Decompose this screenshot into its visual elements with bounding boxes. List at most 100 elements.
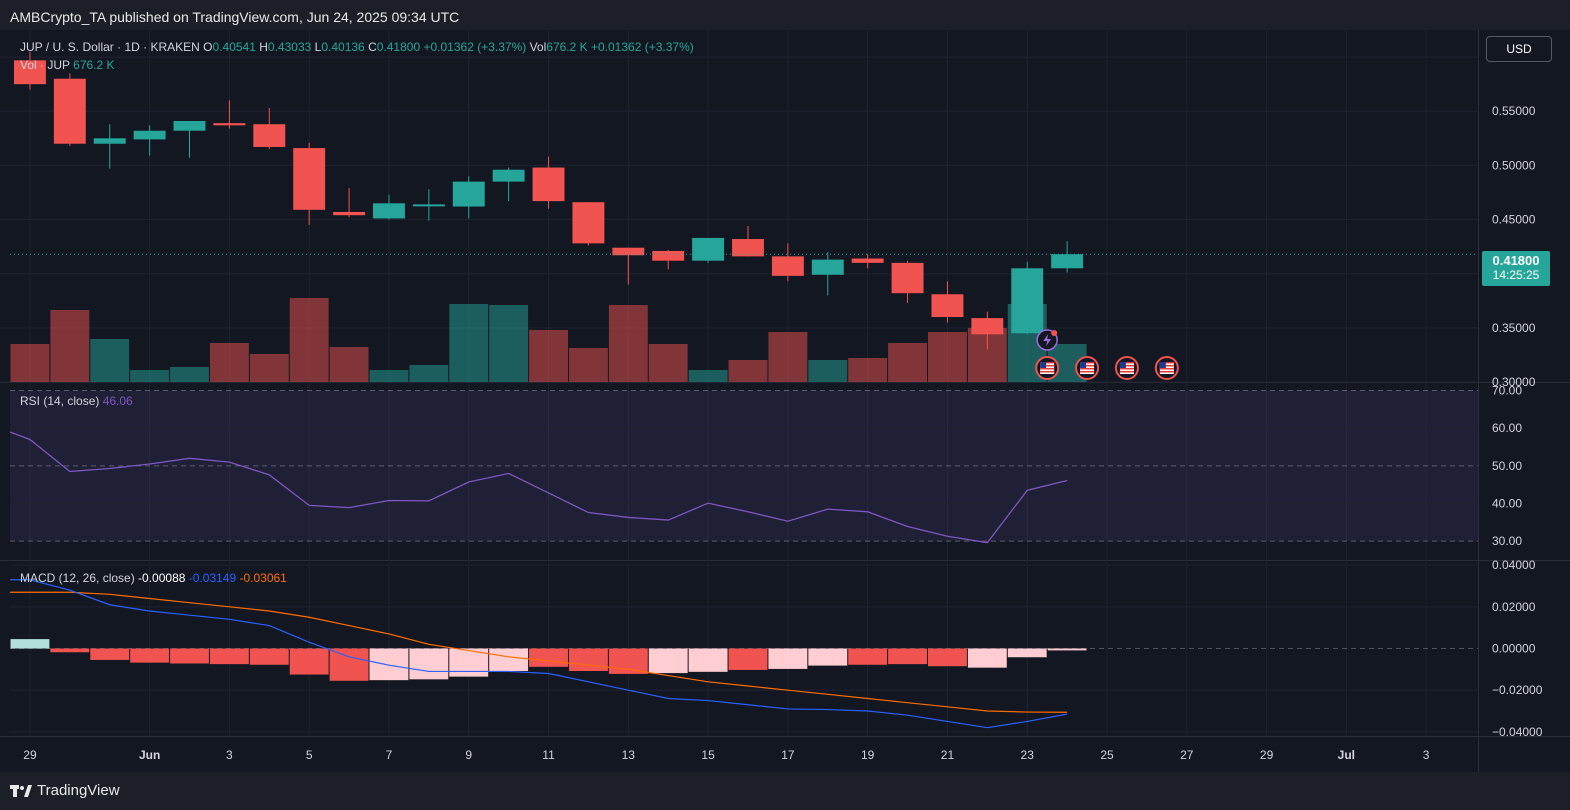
us-flag-event-icon (1114, 356, 1139, 380)
candle (333, 188, 366, 218)
rsi-line (9, 431, 1068, 544)
time-axis-label: 3 (226, 748, 233, 762)
us-flag-event-icon-stripe (1159, 362, 1174, 364)
macd-label[interactable]: MACD (12, 26, close) (20, 571, 135, 585)
candle (692, 237, 725, 263)
volume-bar (50, 310, 90, 382)
rsi-axis-label: 30.00 (1492, 534, 1522, 548)
time-axis-label: 15 (701, 748, 715, 762)
vol-change-value: +0.01362 (+3.37%) (590, 40, 694, 54)
candle (53, 73, 86, 146)
rsi-axis-label: 40.00 (1492, 497, 1522, 511)
macd-histogram-bar (967, 648, 1007, 668)
last-price: 0.41800 (1492, 253, 1540, 268)
macd-histogram-bar (928, 648, 967, 667)
candle (811, 252, 844, 296)
volume-bar (768, 332, 808, 382)
candle-body (1051, 254, 1084, 269)
time-axis-label: 17 (781, 748, 795, 762)
candle-body (851, 258, 884, 263)
lightning-event-icon-bolt (1043, 334, 1052, 346)
rsi-label[interactable]: RSI (14, close) (20, 394, 100, 408)
time-axis-label: 7 (386, 748, 393, 762)
candle (13, 51, 46, 90)
top-bar: AMBCrypto_TA published on TradingView.co… (0, 0, 1570, 30)
volume-bar (888, 343, 927, 382)
macd-histogram-bar (10, 639, 50, 649)
currency-button[interactable]: USD (1486, 36, 1552, 62)
close-label: C (368, 40, 377, 54)
macd-histogram-bar (50, 648, 90, 653)
candle-body (452, 181, 485, 207)
macd-histogram-bar (489, 648, 529, 671)
macd-axis-label: −0.04000 (1492, 725, 1543, 739)
volume-bar (848, 358, 888, 382)
candle-body (931, 294, 964, 318)
volume-bar (329, 347, 369, 382)
time-axis-label: 29 (23, 748, 37, 762)
candle-body (492, 169, 525, 182)
vol-value: 676.2 K (546, 40, 588, 54)
rsi-axis-label: 60.00 (1492, 421, 1522, 435)
candle (452, 176, 485, 219)
time-axis-label: Jun (139, 748, 160, 762)
us-flag-event-icon-stripe (1080, 365, 1095, 367)
volume-series-label[interactable]: Vol · JUP (20, 58, 70, 72)
time-axis-label: 27 (1180, 748, 1194, 762)
candle-body (133, 130, 166, 140)
candle (732, 226, 764, 257)
candle-body (971, 318, 1004, 335)
tradingview-logo[interactable]: TradingView (10, 782, 120, 799)
candle-body (891, 262, 924, 294)
chart-area[interactable]: 0.300000.350000.400000.450000.500000.550… (0, 30, 1570, 772)
open-value: 0.40541 (212, 40, 256, 54)
macd-axis-label: 0.02000 (1492, 600, 1536, 614)
rsi-value: 46.06 (102, 394, 133, 408)
macd-histogram-bar (888, 648, 927, 665)
time-axis-label: 29 (1260, 748, 1274, 762)
macd-line-value: -0.03149 (188, 571, 237, 585)
macd-signal-line (10, 591, 1068, 713)
macd-histogram-bar (768, 648, 808, 669)
volume-bar (289, 298, 329, 382)
symbol-label[interactable]: JUP / U. S. Dollar · 1D · KRAKEN (20, 40, 200, 54)
tradingview-logo-text: TradingView (37, 782, 120, 799)
candle (1011, 261, 1044, 335)
price-axis-label: 0.45000 (1492, 213, 1536, 227)
candle (412, 189, 445, 221)
time-axis-label: 5 (306, 748, 313, 762)
us-flag-event-icon-canton (1159, 362, 1166, 368)
candle (931, 281, 964, 323)
macd-histogram-bar (848, 648, 888, 665)
tradingview-logo-icon (10, 784, 32, 797)
macd-histogram-bar (130, 648, 170, 663)
high-value: 0.43033 (267, 40, 312, 54)
low-value: 0.40136 (321, 40, 365, 54)
us-flag-event-icon (1154, 356, 1179, 380)
time-axis-label: 23 (1021, 748, 1035, 762)
macd-histogram-bar (409, 648, 449, 680)
candle-body (373, 203, 405, 219)
macd-hist-value: -0.00088 (138, 571, 186, 585)
candle (173, 120, 206, 158)
macd-signal-value: -0.03061 (239, 571, 287, 585)
candle (293, 142, 326, 225)
candle-body (811, 259, 844, 275)
us-flag-event-icon-stripe (1040, 362, 1055, 364)
volume-bar (409, 365, 449, 382)
candle-body (652, 250, 685, 261)
open-label: O (203, 40, 213, 54)
time-axis-label: Jul (1338, 748, 1355, 762)
us-flag-event-icon-stripe (1119, 362, 1134, 364)
candle (891, 260, 924, 303)
us-flag-event-icon-stripe (1040, 368, 1055, 370)
time-axis-label: 21 (941, 748, 955, 762)
volume-bar (529, 330, 568, 382)
candle-body (253, 124, 286, 147)
macd-histogram-bar (728, 648, 768, 670)
candle-body (532, 167, 565, 202)
volume-bar (90, 339, 130, 382)
us-flag-event-icon-stripe (1040, 365, 1055, 367)
price-legend: JUP / U. S. Dollar · 1D · KRAKEN O0.4054… (20, 40, 694, 54)
candle (612, 247, 645, 285)
